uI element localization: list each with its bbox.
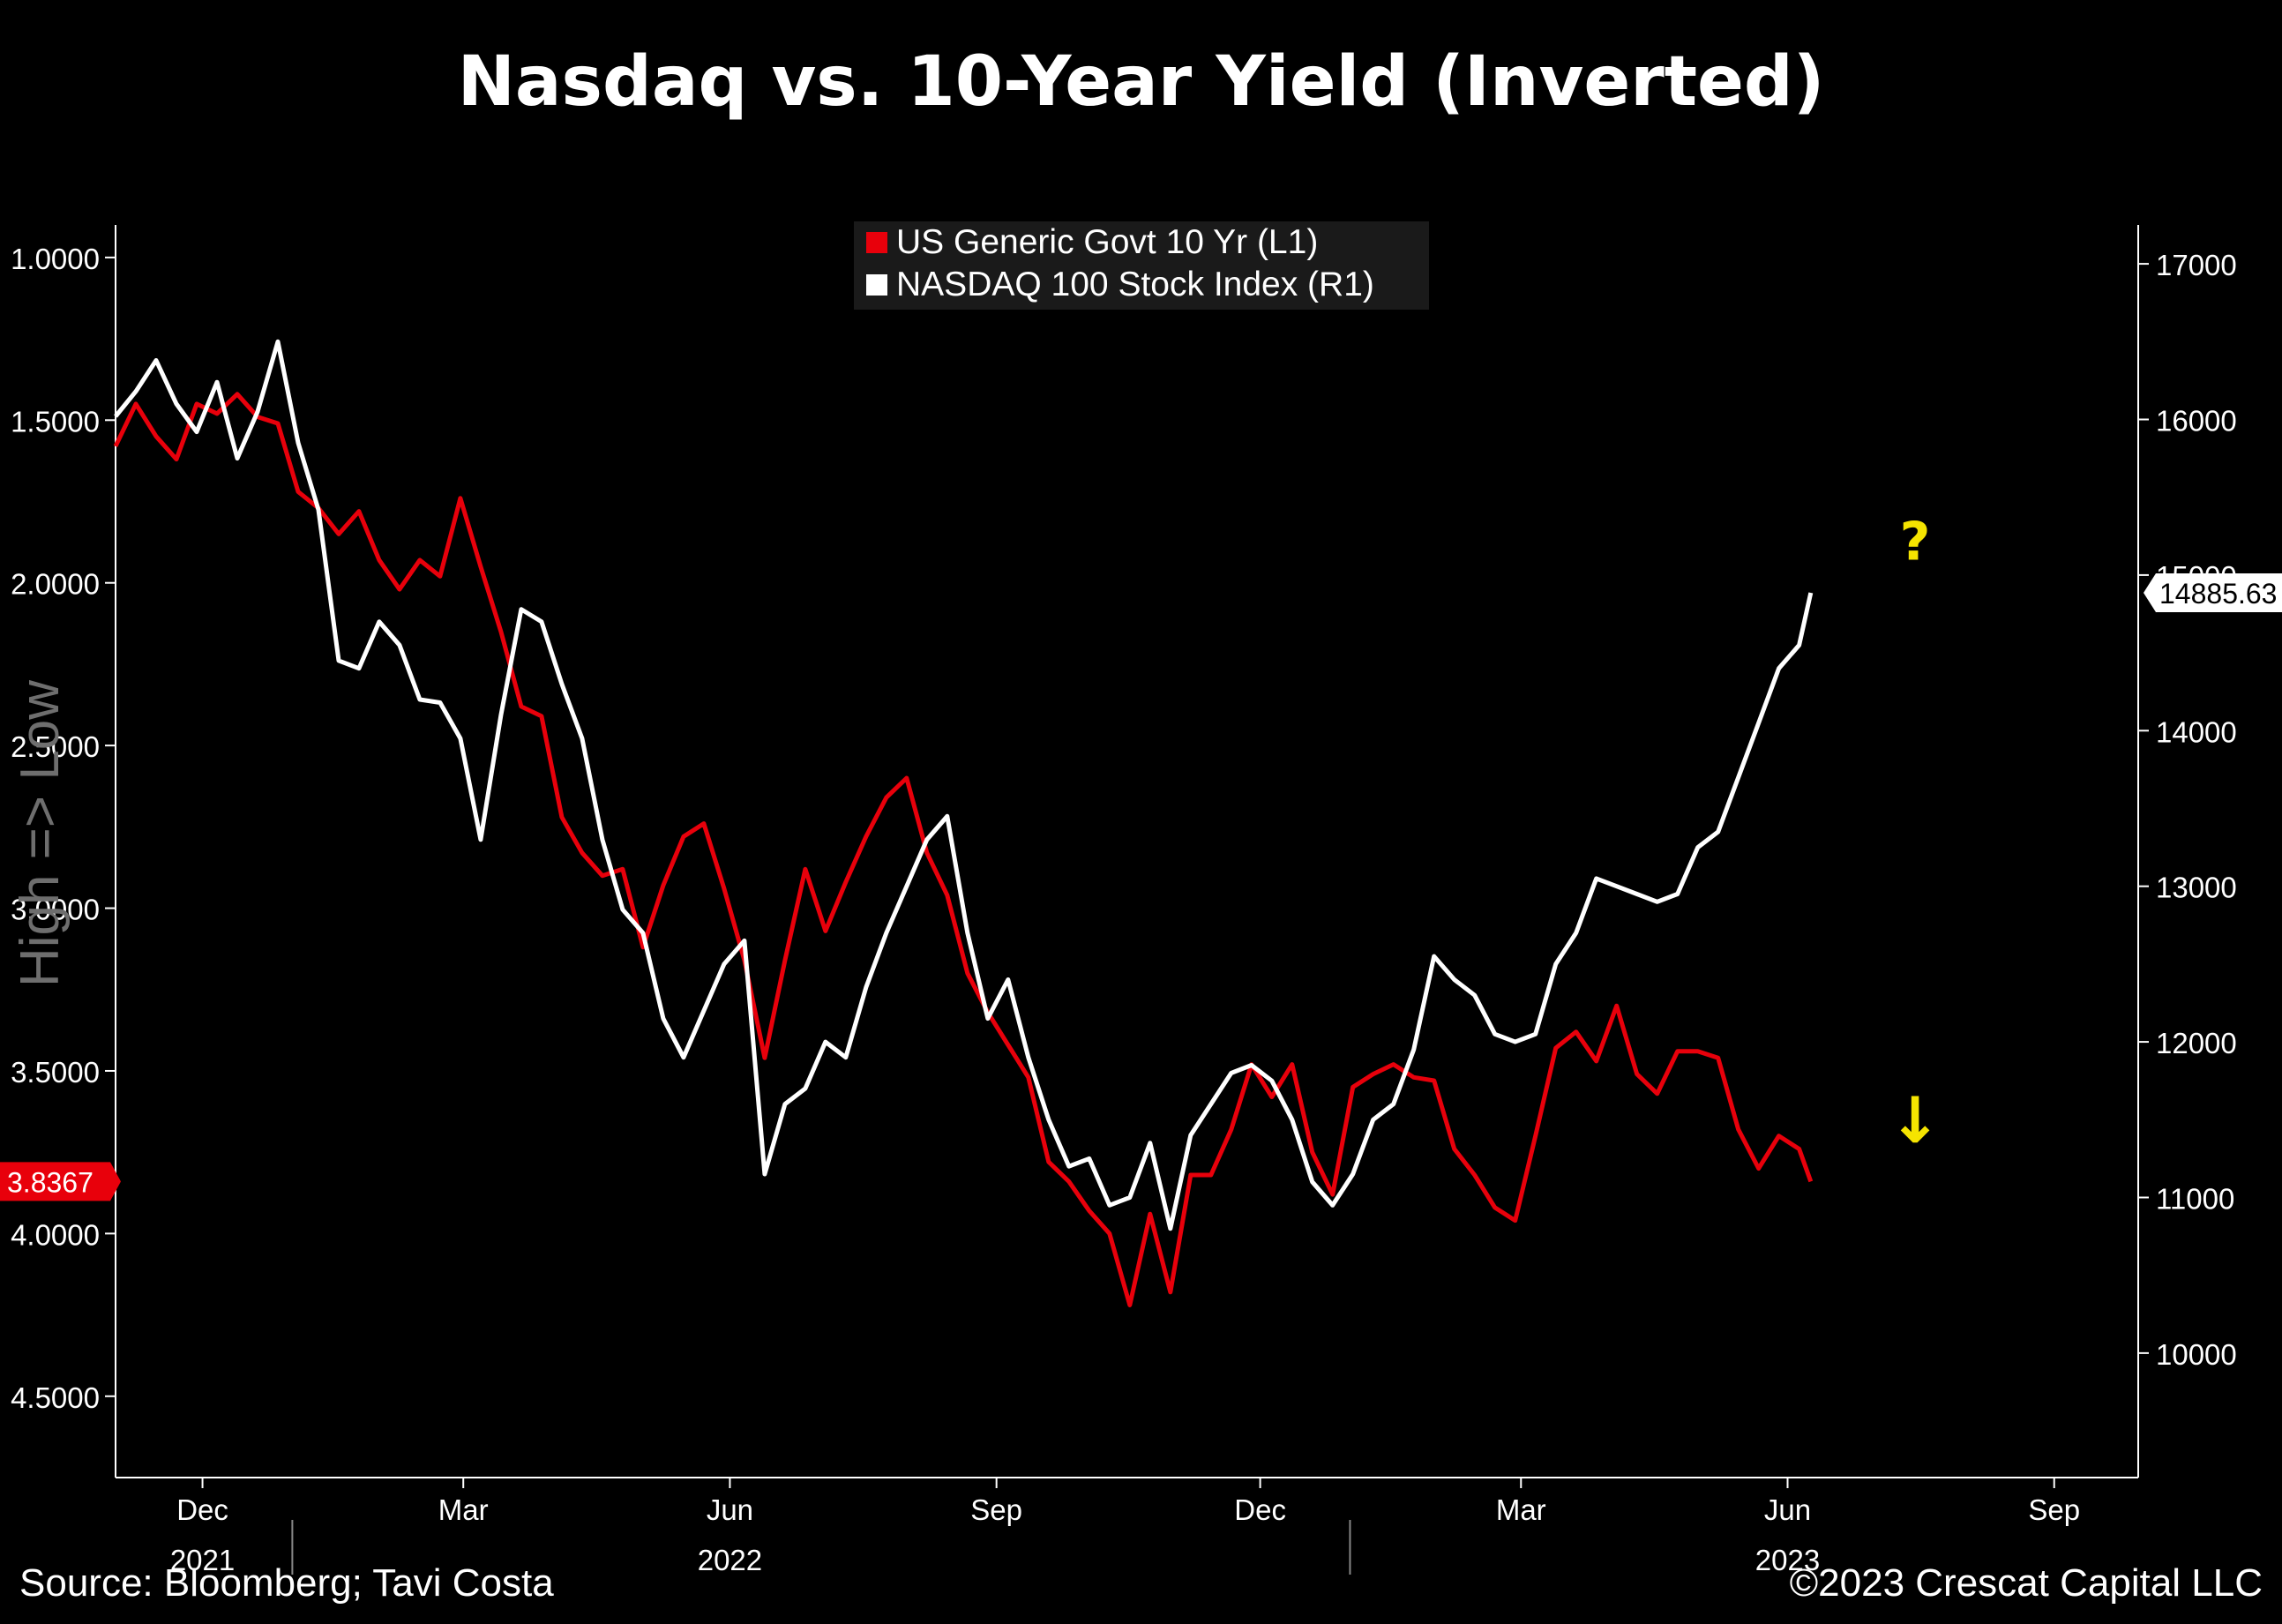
- x-tick-label: Mar: [1496, 1493, 1546, 1526]
- x-tick-label: Dec: [1234, 1493, 1286, 1526]
- legend-label-nasdaq: NASDAQ 100 Stock Index (R1): [896, 266, 1374, 303]
- last-yield-value: 3.8367: [7, 1166, 94, 1198]
- x-tick-label: Sep: [970, 1493, 1022, 1526]
- right-tick-label: 16000: [2156, 404, 2237, 437]
- series-line-nasdaq: [114, 339, 1814, 1231]
- right-axis-ticks: 1000011000120001300014000150001600017000: [2138, 249, 2237, 1371]
- chart-title: Nasdaq vs. 10-Year Yield (Inverted): [457, 42, 1825, 122]
- legend: US Generic Govt 10 Yr (L1) NASDAQ 100 St…: [854, 221, 1429, 310]
- axes-layer: [115, 225, 2139, 1478]
- legend-swatch-nasdaq: [866, 274, 887, 296]
- left-tick-label: 2.0000: [11, 568, 100, 601]
- x-tick-label: Mar: [438, 1493, 489, 1526]
- left-tick-label: 1.0000: [11, 243, 100, 275]
- series-line-yield: [113, 392, 1814, 1307]
- legend-background: [854, 221, 1429, 310]
- x-tick-label: Sep: [2028, 1493, 2080, 1526]
- right-tick-label: 11000: [2156, 1182, 2234, 1215]
- annotation-question-mark: ?: [1900, 511, 1931, 573]
- last-nasdaq-value: 14885.63: [2159, 578, 2277, 610]
- left-tick-label: 3.5000: [11, 1056, 100, 1089]
- right-tick-label: 17000: [2156, 249, 2237, 281]
- x-tick-label: Dec: [176, 1493, 228, 1526]
- legend-label-yield: US Generic Govt 10 Yr (L1): [896, 223, 1318, 261]
- series-layer: [113, 339, 1814, 1307]
- last-nasdaq-tag: [2144, 573, 2282, 613]
- year-label: 2023: [1755, 1544, 1820, 1576]
- right-tick-label: 13000: [2156, 872, 2237, 904]
- source-note: Source: Bloomberg; Tavi Costa: [19, 1561, 554, 1605]
- left-axis-ticks: 1.0000 1.5000 2.0000 2.5000 3.0000 3.5000 4.00…: [11, 243, 116, 1414]
- year-label: 2022: [698, 1544, 762, 1576]
- left-tick-label: 2.5000: [11, 730, 100, 763]
- copyright-note: ©2023 Crescat Capital LLC: [1789, 1561, 2263, 1605]
- annotations: ?↓: [1889, 511, 1942, 1157]
- year-label: 2021: [170, 1544, 235, 1576]
- last-value-label-yield: 3.8367: [0, 1162, 121, 1201]
- legend-swatch-yield: [866, 232, 887, 253]
- x-tick-label: Jun: [707, 1493, 753, 1526]
- left-tick-label: 4.0000: [11, 1218, 100, 1251]
- last-yield-tag: [0, 1162, 121, 1201]
- right-tick-label: 14000: [2156, 715, 2237, 748]
- last-value-label-nasdaq: 14885.63: [2144, 573, 2282, 613]
- left-axis-label: High => Low: [10, 680, 71, 987]
- annotation-down-arrow: ↓: [1889, 1083, 1942, 1157]
- left-tick-label: 4.5000: [11, 1381, 100, 1414]
- left-tick-label: 1.5000: [11, 405, 100, 438]
- x-axis-ticks: Dec Mar Jun Sep Dec Mar Jun Sep 2021 2022 2023: [170, 1478, 2080, 1576]
- right-tick-label: 12000: [2156, 1027, 2237, 1059]
- x-tick-label: Jun: [1764, 1493, 1811, 1526]
- left-tick-label: 3.0000: [11, 894, 100, 926]
- right-tick-label: 10000: [2156, 1338, 2237, 1371]
